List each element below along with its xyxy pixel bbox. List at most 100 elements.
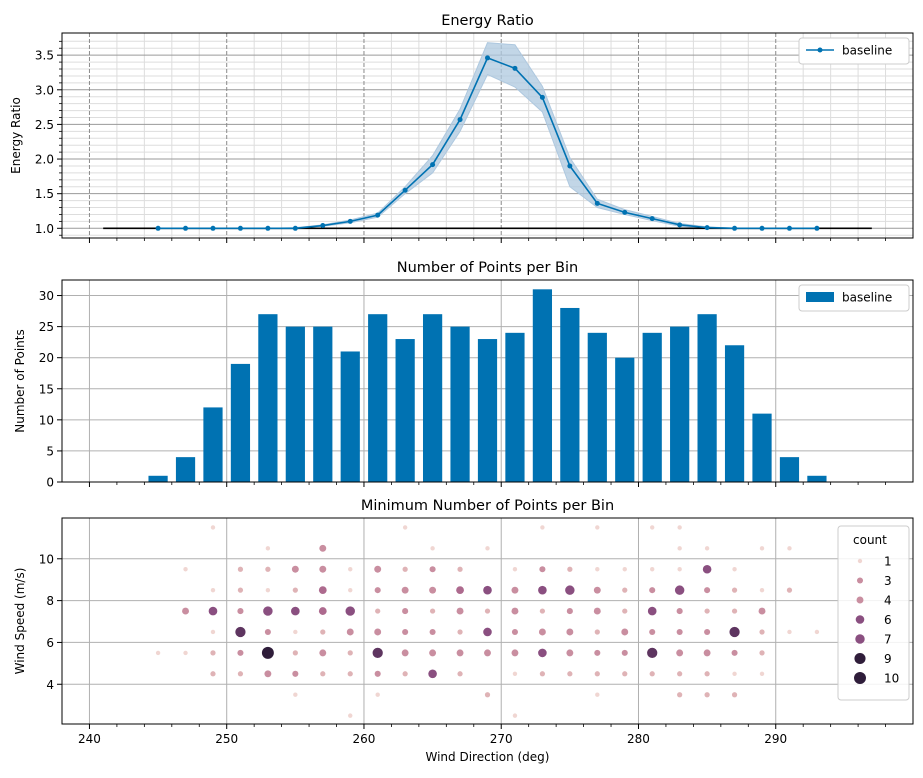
y-tick-label: 0 [46,476,54,490]
x-tick-label: 260 [353,732,376,746]
baseline-point [402,187,408,193]
scatter-point [732,671,737,677]
scatter-point [814,629,820,635]
baseline-point [677,222,683,228]
legend-label: 3 [884,574,892,588]
bar [807,475,827,482]
scatter-point [210,587,216,593]
scatter-point [484,649,491,657]
scatter-point [346,628,354,636]
scatter-point [677,671,683,677]
y-tick-label: 15 [39,382,54,396]
scatter-point [677,525,682,530]
scatter-point [210,671,216,677]
scatter-point [677,567,682,572]
legend-label: 9 [884,652,892,666]
legend-box [798,284,910,312]
y-tick-label: 2.0 [35,153,54,167]
scatter-point [566,608,573,615]
x-tick-label: 270 [490,732,513,746]
scatter-point [676,628,683,636]
scatter-point [237,566,244,572]
scatter-point [647,647,658,659]
x-tick-label: 250 [215,732,238,746]
scatter-point [647,606,657,616]
scatter-point [348,587,353,593]
legend-marker [856,596,864,604]
scatter-point [538,585,547,595]
bar [203,407,223,482]
scatter-point [456,586,464,595]
scatter-point [430,546,435,551]
scatter-point [210,525,216,530]
scatter-point [511,586,519,594]
scatter-point [595,525,600,530]
scatter-point [758,607,766,615]
scatter-point [237,587,244,593]
y-tick-label: 10 [39,413,54,427]
scatter-point [704,628,711,636]
scatter-point [237,671,244,677]
scatter-point [622,567,627,572]
legend-marker [856,577,864,584]
baseline-point [375,212,381,218]
baseline-series-line [158,56,817,230]
legend: baseline [798,37,910,65]
baseline-point [430,162,436,168]
scatter-point [594,649,601,656]
scatter-point [511,649,519,657]
scatter-point [483,627,492,637]
scatter-point [538,628,546,636]
bar [560,307,580,482]
scatter-point [703,649,711,657]
scatter-point [511,628,518,636]
scatter-point [401,586,409,594]
legend-label: 7 [884,633,892,647]
x-tick-label: 240 [78,732,101,746]
scatter-point [457,671,463,677]
scatter-point [595,567,600,572]
scatter-point [347,671,353,677]
points-per-bin-panel: 0 5 10 15 20 25 30 Number of Points per Bin Numb… [13,260,914,490]
bar [175,457,196,482]
scatter-point [674,585,685,595]
scatter-point [677,546,682,551]
scatter-point [374,587,381,594]
y-tick-label: 1.0 [35,222,54,236]
x-axis-label: Wind Direction (deg) [426,750,550,764]
scatter-point [375,692,380,697]
scatter-point [649,587,656,594]
baseline-point [237,225,243,231]
scatter-point [208,606,218,616]
scatter-point [649,671,655,677]
bar [532,289,553,482]
scatter-point [621,649,628,656]
scatter-point [375,608,381,614]
scatter-point [731,608,738,614]
scatter-point [263,606,273,616]
scatter-point [621,628,629,636]
y-tick-label: 3.5 [35,49,54,63]
legend-marker [854,672,866,684]
scatter-point [183,650,188,656]
scatter-point [731,692,738,698]
scatter-point [704,608,710,614]
scatter-point [512,713,518,718]
scatter-point [729,626,740,638]
legend: baseline [798,284,910,312]
y-tick-label: 4 [46,678,54,692]
scatter-point [320,629,326,635]
min-points-panel: 240 250 260 270 280 290 Wind Direction (deg) 4 6… [13,498,914,764]
scatter-point [347,650,353,656]
scatter-point [261,646,274,659]
bar [230,363,251,482]
y-axis-label: Number of Points [13,329,27,432]
scatter-point [318,607,327,615]
scatter-point [594,629,600,635]
bar [615,357,635,482]
legend-marker [855,634,865,644]
y-tick-label: 30 [39,289,54,303]
scatter-point [485,546,490,551]
scatter-point [401,649,409,657]
legend-label: baseline [842,291,892,305]
